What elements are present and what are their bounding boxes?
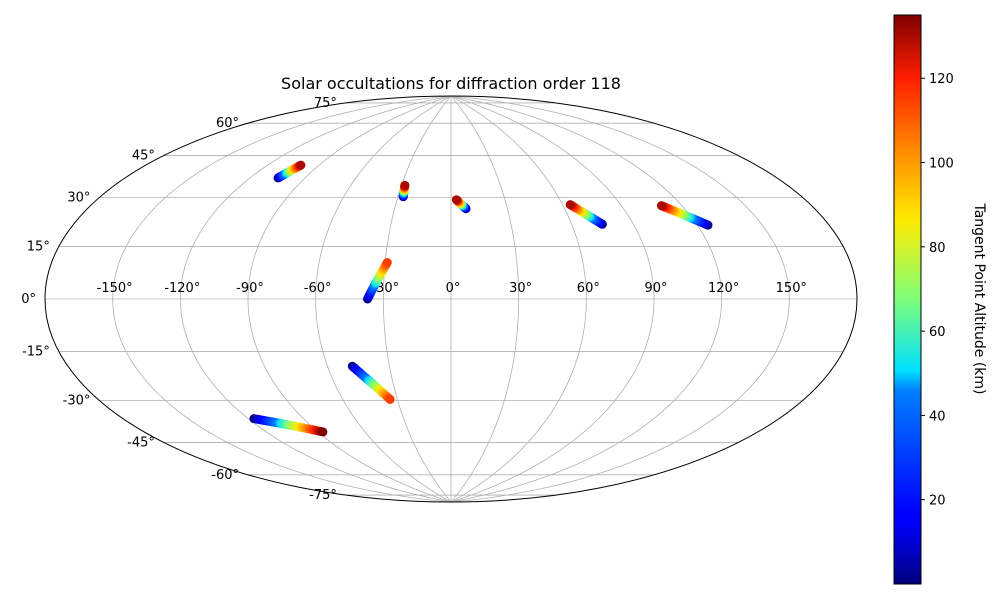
map-boundary bbox=[44, 95, 858, 503]
longitude-gridline bbox=[315, 96, 452, 502]
occultation-point bbox=[400, 180, 410, 190]
longitude-gridline bbox=[450, 96, 655, 502]
longitude-gridline bbox=[382, 96, 452, 502]
colorbar-tick-label: 60 bbox=[929, 325, 946, 340]
occultation-track bbox=[363, 258, 392, 304]
longitude-tick-labels: -150° -120° -90° -60° -30° 0° 30° 60° 90° 120° 150… bbox=[97, 281, 807, 296]
longitude-gridline bbox=[450, 96, 587, 502]
map-grid bbox=[45, 96, 857, 502]
colorbar: 20 40 60 80 100 120 Tangent Point Altitude (k… bbox=[893, 14, 987, 585]
latitude-tick-label: -60° bbox=[211, 468, 239, 483]
latitude-tick-label: 45° bbox=[132, 148, 155, 163]
occultation-track bbox=[451, 195, 471, 214]
longitude-tick-label: 120° bbox=[708, 281, 739, 296]
colorbar-label: Tangent Point Altitude (km) bbox=[971, 202, 987, 394]
colorbar-tick-label: 120 bbox=[929, 72, 954, 87]
longitude-gridline bbox=[450, 96, 790, 502]
latitude-tick-label: 30° bbox=[67, 191, 90, 206]
occultation-point bbox=[451, 195, 461, 205]
colorbar-tick-label: 100 bbox=[929, 157, 954, 172]
latitude-tick-label: -30° bbox=[63, 394, 91, 409]
longitude-tick-label: -120° bbox=[164, 281, 200, 296]
longitude-tick-label: 0° bbox=[446, 281, 461, 296]
latitude-tick-label: 0° bbox=[21, 292, 36, 307]
longitude-tick-label: -150° bbox=[97, 281, 133, 296]
occultation-track bbox=[249, 414, 328, 437]
occultation-point bbox=[656, 201, 666, 211]
longitude-gridline bbox=[450, 96, 520, 502]
colorbar-ticks: 20 40 60 80 100 120 bbox=[921, 72, 954, 509]
colorbar-tick-label: 80 bbox=[929, 241, 946, 256]
longitude-gridline bbox=[112, 96, 452, 502]
colorbar-tick-label: 40 bbox=[929, 409, 946, 424]
longitude-tick-label: -90° bbox=[236, 281, 264, 296]
latitude-tick-label: 15° bbox=[27, 239, 50, 254]
occultation-point bbox=[382, 258, 392, 268]
longitude-tick-label: 60° bbox=[577, 281, 600, 296]
longitude-tick-label: 90° bbox=[644, 281, 667, 296]
latitude-tick-label: 75° bbox=[314, 96, 337, 111]
latitude-tick-label: -75° bbox=[309, 488, 337, 503]
occultation-track bbox=[398, 180, 410, 202]
longitude-tick-label: 150° bbox=[776, 281, 807, 296]
occultation-track bbox=[347, 361, 395, 404]
longitude-gridline bbox=[179, 96, 452, 502]
longitude-gridline bbox=[450, 96, 723, 502]
occultation-point bbox=[296, 160, 306, 170]
colorbar-gradient bbox=[893, 14, 922, 585]
colorbar-tick-label: 20 bbox=[929, 494, 946, 509]
longitude-tick-label: 30° bbox=[509, 281, 532, 296]
occultation-track bbox=[565, 200, 607, 229]
longitude-gridline bbox=[247, 96, 452, 502]
longitude-tick-label: -60° bbox=[304, 281, 332, 296]
occultation-track bbox=[273, 160, 306, 183]
latitude-tick-labels: 75° 60° 45° 30° 15° 0° -15° -30° -45° -60° -75° bbox=[21, 96, 337, 503]
occultation-points bbox=[249, 160, 713, 437]
occultation-track bbox=[656, 201, 713, 230]
occultation-point bbox=[318, 427, 328, 437]
occultation-point bbox=[565, 200, 575, 210]
latitude-tick-label: 60° bbox=[216, 116, 239, 131]
latitude-tick-label: -15° bbox=[22, 345, 50, 360]
chart-title: Solar occultations for diffraction order… bbox=[281, 74, 621, 93]
latitude-tick-label: -45° bbox=[127, 436, 155, 451]
occultation-point bbox=[385, 394, 395, 404]
